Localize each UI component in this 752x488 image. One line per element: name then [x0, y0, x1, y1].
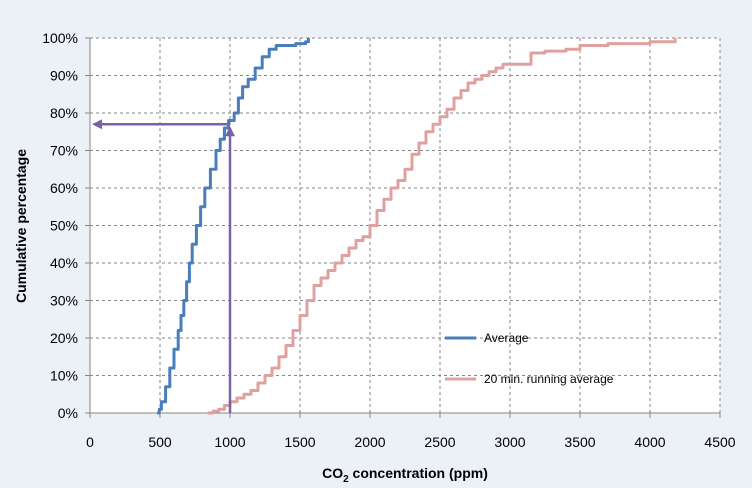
- y-tick-labels: 0% 10% 20% 30% 40% 50% 60% 70% 80% 90% 100%: [42, 30, 78, 421]
- y-axis-title: Cumulative percentage: [13, 149, 29, 303]
- x-tick-label: 2500: [424, 434, 455, 450]
- y-tick-label: 50%: [50, 218, 78, 234]
- axes: [85, 37, 721, 418]
- x-tick-label: 1000: [214, 434, 245, 450]
- series-line-1: [207, 38, 677, 415]
- y-tick-label: 60%: [50, 180, 78, 196]
- x-axis-title: CO2 concentration (ppm): [322, 465, 488, 485]
- x-tick-label: 4500: [704, 434, 735, 450]
- y-tick-label: 90%: [50, 68, 78, 84]
- legend: Average 20 min. running average: [445, 331, 614, 386]
- series-lines: [157, 38, 677, 415]
- y-tick-label: 70%: [50, 143, 78, 159]
- x-tick-label: 3500: [564, 434, 595, 450]
- y-tick-label: 80%: [50, 105, 78, 121]
- x-tick-label: 2000: [354, 434, 385, 450]
- y-tick-label: 100%: [42, 30, 78, 46]
- series-line-0: [157, 38, 310, 415]
- y-tick-label: 20%: [50, 330, 78, 346]
- x-tick-label: 1500: [284, 434, 315, 450]
- y-tick-label: 40%: [50, 255, 78, 271]
- legend-label-average: Average: [484, 331, 529, 345]
- y-tick-label: 0%: [58, 405, 78, 421]
- x-tick-label: 4000: [634, 434, 665, 450]
- y-tick-label: 30%: [50, 293, 78, 309]
- x-tick-labels: 0 500 1000 1500 2000 2500 3000 3500 4000 4500: [86, 434, 736, 450]
- x-tick-label: 500: [148, 434, 172, 450]
- legend-label-running-average: 20 min. running average: [484, 372, 614, 386]
- x-tick-label: 3000: [494, 434, 525, 450]
- x-tick-label: 0: [86, 434, 94, 450]
- annotation-arrows: [92, 119, 235, 413]
- y-tick-label: 10%: [50, 368, 78, 384]
